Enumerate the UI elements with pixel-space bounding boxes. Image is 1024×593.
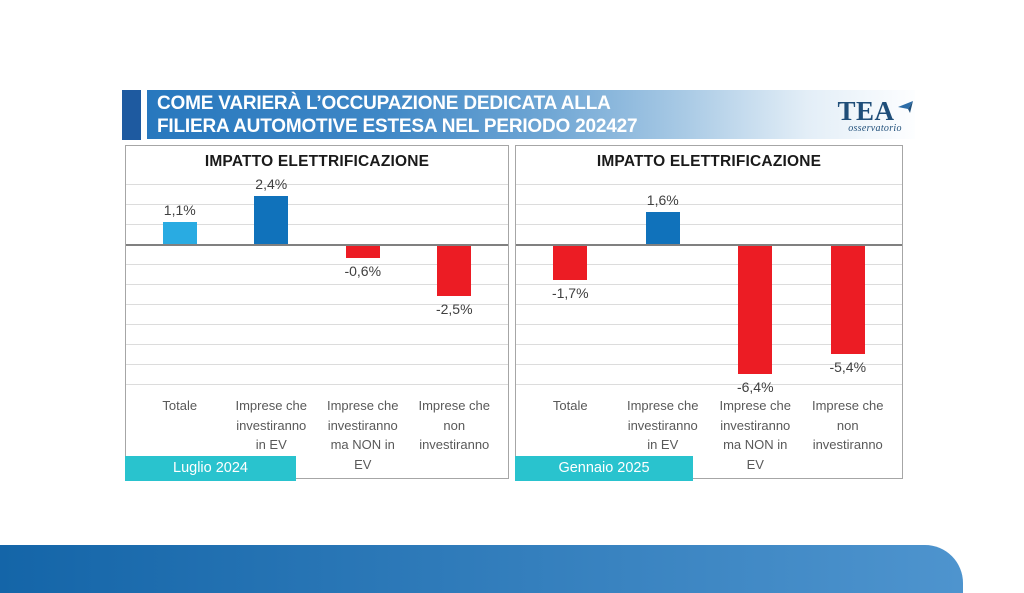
- category-label: Imprese che investiranno ma NON in EV: [719, 398, 792, 472]
- chart-panel-luglio-2024: IMPATTO ELETTRIFICAZIONE 1,1% Totale 2,4% I…: [125, 145, 509, 481]
- paper-plane-icon: [897, 92, 913, 119]
- gridline: [516, 184, 902, 185]
- gridline: [516, 304, 902, 305]
- gridline: [126, 364, 508, 365]
- plot-area: -1,7% Totale 1,6% Imprese che investiranno …: [516, 146, 902, 478]
- category-label: Imprese che investiranno in EV: [626, 398, 699, 452]
- category-label: Imprese che investiranno ma NON in EV: [326, 398, 399, 472]
- gridline: [126, 204, 508, 205]
- chart-bar: [738, 246, 773, 374]
- gridline: [516, 364, 902, 365]
- chart-bar: [345, 246, 380, 258]
- bar-value-label: 1,1%: [163, 202, 196, 218]
- chart-bar: [437, 246, 472, 296]
- category-label: Imprese che non investiranno: [418, 398, 491, 452]
- category-label: Totale: [552, 398, 588, 413]
- gridline: [126, 184, 508, 185]
- gridline: [516, 344, 902, 345]
- zero-axis-line: [126, 244, 508, 246]
- bottom-swoosh-decoration: [0, 545, 963, 593]
- bar-value-label: -6,4%: [736, 379, 774, 395]
- category-label: Totale: [162, 398, 198, 413]
- gridline: [126, 324, 508, 325]
- gridline: [516, 224, 902, 225]
- period-label-badge: Gennaio 2025: [515, 456, 693, 481]
- chart-title: IMPATTO ELETTRIFICAZIONE: [204, 153, 430, 170]
- logo-text: TEA: [837, 96, 895, 126]
- slide-title-bar: COME VARIERÀ L’OCCUPAZIONE DEDICATA ALLA…: [147, 90, 915, 139]
- gridline: [516, 204, 902, 205]
- chart-bar: [553, 246, 588, 280]
- gridline: [126, 264, 508, 265]
- slide-title-line2: FILIERA AUTOMOTIVE ESTESA NEL PERIODO 20…: [157, 116, 638, 137]
- bar-value-label: 2,4%: [255, 176, 288, 192]
- chart-bar: [162, 222, 197, 244]
- plot-area: 1,1% Totale 2,4% Imprese che investiranno i…: [126, 146, 508, 478]
- bar-value-label: -1,7%: [551, 285, 589, 301]
- category-label: Imprese che non investiranno: [811, 398, 884, 452]
- chart-bar: [645, 212, 680, 244]
- gridline: [516, 264, 902, 265]
- logo-wordmark: TEA: [830, 92, 920, 125]
- gridline: [516, 324, 902, 325]
- gridline: [126, 304, 508, 305]
- gridline: [126, 224, 508, 225]
- gridline: [516, 284, 902, 285]
- bar-value-label: 1,6%: [646, 192, 679, 208]
- logo-subtitle: osservatorio: [848, 123, 902, 134]
- chart-panel-gennaio-2025: IMPATTO ELETTRIFICAZIONE -1,7% Totale 1,6%…: [515, 145, 903, 481]
- tea-osservatorio-logo: TEA osservatorio: [830, 92, 920, 134]
- chart-bar: [254, 196, 289, 244]
- zero-axis-line: [516, 244, 902, 246]
- slide-title-line1: COME VARIERÀ L’OCCUPAZIONE DEDICATA ALLA: [157, 93, 611, 114]
- bar-value-label: -2,5%: [435, 301, 473, 317]
- chart-title: IMPATTO ELETTRIFICAZIONE: [596, 153, 822, 170]
- gridline: [516, 384, 902, 385]
- chart-bar: [830, 246, 865, 354]
- gridline: [126, 344, 508, 345]
- bar-value-label: -0,6%: [344, 263, 382, 279]
- title-accent-square: [122, 90, 141, 140]
- bar-value-label: -5,4%: [829, 359, 867, 375]
- period-label-badge: Luglio 2024: [125, 456, 296, 481]
- gridline: [126, 384, 508, 385]
- gridline: [126, 284, 508, 285]
- category-label: Imprese che investiranno in EV: [235, 398, 308, 452]
